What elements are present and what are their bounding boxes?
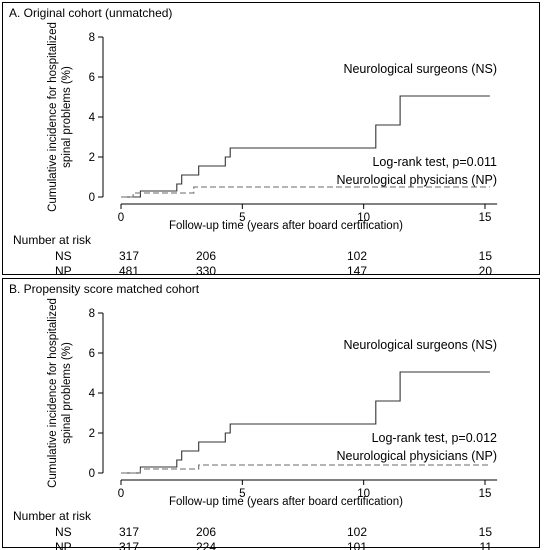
series-label-ns: Neurological surgeons (NS) (343, 62, 497, 76)
x-tick-label: 10 (357, 488, 370, 500)
risk-row-label: NS (55, 249, 72, 263)
risk-value: 101 (347, 540, 367, 550)
risk-value: 224 (196, 540, 216, 550)
y-axis-label-line1: Cumulative incidence for hospitalized (47, 22, 59, 212)
risk-value: 317 (119, 249, 139, 263)
risk-row-label: NP (55, 264, 72, 278)
risk-table-header: Number at risk (13, 509, 92, 523)
x-tick-label: 0 (118, 212, 124, 224)
y-tick-label: 6 (89, 348, 95, 360)
risk-value: 15 (479, 249, 493, 263)
y-tick-label: 6 (89, 72, 95, 84)
series-label-np: Neurological physicians (NP) (337, 449, 497, 463)
x-tick-label: 5 (239, 488, 245, 500)
x-axis-label: Follow-up time (years after board certif… (169, 496, 403, 508)
risk-value: 20 (479, 264, 493, 278)
series-line-np (121, 186, 490, 198)
log-rank-annotation: Log-rank test, p=0.011 (372, 155, 497, 169)
y-axis-label-line2: spinal problems (%) (61, 66, 73, 168)
y-tick-label: 8 (89, 308, 95, 320)
x-axis-label: Follow-up time (years after board certif… (169, 220, 403, 232)
risk-value: 147 (347, 264, 367, 278)
x-tick-label: 10 (357, 212, 370, 224)
risk-value: 317 (119, 525, 139, 539)
series-label-np: Neurological physicians (NP) (337, 173, 497, 187)
series-line-ns (121, 371, 490, 474)
km-chart-original-cohort: A. Original cohort (unmatched) 0 2 4 6 8 0 5 10 1… (9, 6, 498, 278)
risk-value: 11 (480, 540, 493, 550)
y-axis-label-line1: Cumulative incidence for hospitalized (47, 298, 59, 488)
risk-value: 102 (347, 249, 367, 263)
x-tick-label: 15 (479, 212, 492, 224)
risk-value: 15 (479, 525, 493, 539)
risk-row-label: NP (55, 540, 72, 550)
risk-value: 102 (347, 525, 367, 539)
log-rank-annotation: Log-rank test, p=0.012 (372, 431, 497, 445)
risk-value: 317 (119, 540, 139, 550)
panel-title: B. Propensity score matched cohort (9, 282, 200, 296)
y-tick-label: 0 (89, 192, 95, 204)
panel-original-cohort: A. Original cohort (unmatched) 0 2 4 6 8 0 5 10 1… (2, 2, 540, 278)
y-tick-label: 8 (89, 32, 95, 44)
risk-value: 330 (196, 264, 216, 278)
panel-matched-cohort: B. Propensity score matched cohort 0 2 4 6 8 0… (2, 278, 540, 550)
y-tick-label: 0 (89, 468, 95, 480)
risk-value: 481 (119, 264, 139, 278)
series-label-ns: Neurological surgeons (NS) (343, 338, 497, 352)
series-line-ns (121, 95, 490, 198)
y-tick-label: 4 (89, 388, 96, 400)
risk-table-header: Number at risk (13, 233, 92, 247)
km-chart-matched-cohort: B. Propensity score matched cohort 0 2 4 6 8 0… (9, 282, 498, 550)
panel-title: A. Original cohort (unmatched) (9, 6, 172, 20)
y-tick-label: 2 (89, 152, 95, 164)
y-axis-label-line2: spinal problems (%) (61, 342, 73, 444)
risk-value: 206 (196, 249, 216, 263)
x-tick-label: 15 (479, 488, 492, 500)
y-tick-label: 4 (89, 112, 96, 124)
x-tick-label: 5 (239, 212, 245, 224)
y-tick-label: 2 (89, 428, 95, 440)
x-tick-label: 0 (118, 488, 124, 500)
risk-value: 206 (196, 525, 216, 539)
risk-row-label: NS (55, 525, 72, 539)
